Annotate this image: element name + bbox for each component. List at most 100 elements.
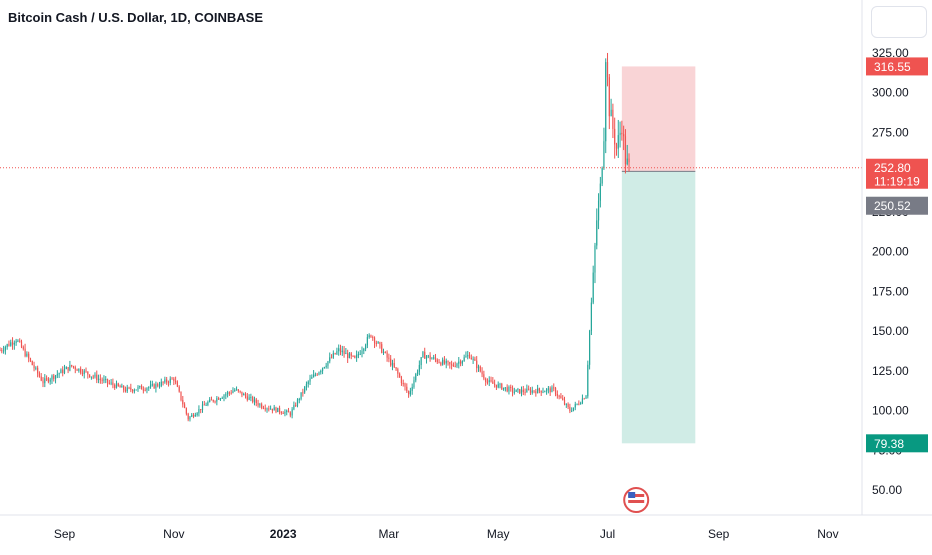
candle-body (590, 302, 592, 331)
candle-body (99, 378, 101, 380)
candle-body (477, 366, 480, 369)
candle-body (268, 408, 270, 410)
candle-body (433, 357, 435, 359)
candle-body (103, 379, 105, 381)
price-badge-target (866, 434, 928, 453)
candle-body (42, 380, 44, 384)
candle-body (583, 398, 585, 400)
candle-body (83, 370, 85, 375)
candle-body (262, 407, 265, 409)
candle-body (97, 378, 100, 381)
candle-body (327, 361, 329, 366)
candle-body (329, 357, 331, 362)
candle-body (565, 403, 567, 405)
candle-body (200, 409, 202, 411)
candle-body (192, 414, 195, 417)
candle-body (361, 350, 363, 354)
candle-body (239, 390, 241, 392)
flag-canton (628, 492, 636, 498)
candle-body (2, 350, 5, 352)
candle-body (388, 357, 390, 359)
x-tick-label: Nov (817, 527, 838, 541)
candle-body (581, 398, 584, 404)
top-right-button[interactable] (871, 6, 927, 38)
y-tick-label: 200.00 (872, 245, 909, 259)
candle-body (416, 371, 419, 375)
candle-body (619, 132, 621, 136)
candle-body (110, 382, 112, 384)
candle-body (626, 158, 628, 165)
candle-body (214, 401, 216, 403)
candle-body (551, 387, 553, 393)
candle-body (589, 330, 591, 365)
candle-body (114, 385, 116, 388)
candle-body (291, 409, 293, 416)
x-tick-label: May (487, 527, 510, 541)
candle-body (461, 360, 463, 364)
candle-body (520, 389, 523, 394)
candle-body (106, 378, 109, 383)
candle-body (289, 412, 291, 416)
candle-body (397, 369, 399, 374)
candle-body (232, 390, 234, 393)
candle-body (151, 384, 153, 386)
candle-body (470, 357, 472, 360)
candle-body (255, 399, 257, 404)
candle-body (196, 413, 198, 416)
flag-stripe (628, 494, 645, 497)
candle-body (140, 386, 143, 390)
price-badge-entry (866, 196, 928, 215)
candle-body (296, 399, 299, 406)
candle-body (352, 355, 354, 357)
candle-body (298, 399, 300, 401)
candle-body (499, 383, 501, 385)
candle-body (395, 367, 397, 370)
candle-body (549, 388, 551, 393)
candle-body (74, 366, 76, 370)
price-badge-stop (866, 57, 928, 76)
candle-body (302, 392, 304, 394)
candle-body (49, 379, 51, 382)
y-tick-label: 325.00 (872, 46, 909, 60)
candle-body (603, 141, 605, 169)
candle-body (357, 354, 360, 356)
candle-body (173, 378, 175, 381)
candle-body (436, 359, 438, 363)
y-tick-label: 275.00 (872, 125, 909, 139)
candle-body (210, 399, 213, 401)
candle-body (31, 360, 33, 366)
candle-body (560, 396, 562, 399)
candle-body (440, 362, 442, 365)
candle-body (307, 381, 309, 384)
candle-body (284, 411, 286, 414)
x-tick-label: Jul (600, 527, 615, 541)
position-zones (621, 66, 696, 444)
candle-body (160, 381, 162, 386)
candle-body (339, 348, 342, 353)
candle-body (293, 405, 295, 410)
candle-body (71, 365, 73, 367)
candle-body (89, 374, 91, 377)
candle-body (379, 342, 381, 345)
candle-body (567, 403, 569, 407)
candle-body (370, 335, 372, 337)
candle-body (175, 380, 177, 383)
candle-body (218, 398, 220, 400)
candle-body (479, 366, 481, 372)
candle-body (33, 365, 35, 369)
candle-body (406, 386, 408, 392)
candle-body (286, 410, 288, 412)
candle-body (230, 392, 232, 394)
candle-body (261, 404, 263, 408)
candle-body (80, 368, 82, 373)
candle-body (513, 391, 515, 393)
candle-body (94, 374, 96, 377)
candle-body (488, 380, 490, 383)
candle-body (390, 358, 392, 366)
candle-body (187, 413, 189, 420)
price-badge-target-value: 79.38 (874, 437, 904, 451)
candle-body (562, 398, 564, 400)
